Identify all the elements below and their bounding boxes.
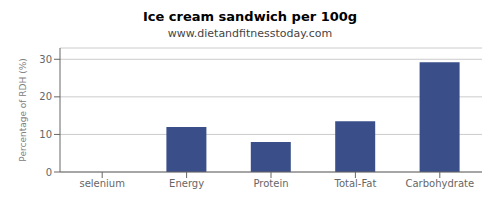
html-text:www.dietandfitnesstoday.com: www.dietandfitnesstoday.com bbox=[167, 27, 333, 40]
svg-text:10: 10 bbox=[39, 129, 52, 140]
svg-text:30: 30 bbox=[39, 54, 52, 65]
svg-text:Total-Fat: Total-Fat bbox=[333, 178, 376, 189]
html-text:Ice cream sandwich per 100g: Ice cream sandwich per 100g bbox=[142, 9, 358, 24]
svg-text:selenium: selenium bbox=[79, 178, 125, 189]
svg-text:Energy: Energy bbox=[169, 178, 204, 189]
svg-text:Carbohydrate: Carbohydrate bbox=[405, 178, 474, 189]
svg-text:Percentage of RDH (%): Percentage of RDH (%) bbox=[18, 58, 28, 161]
svg-text:Protein: Protein bbox=[253, 178, 288, 189]
svg-text:20: 20 bbox=[39, 91, 52, 102]
svg-text:0: 0 bbox=[46, 167, 52, 178]
